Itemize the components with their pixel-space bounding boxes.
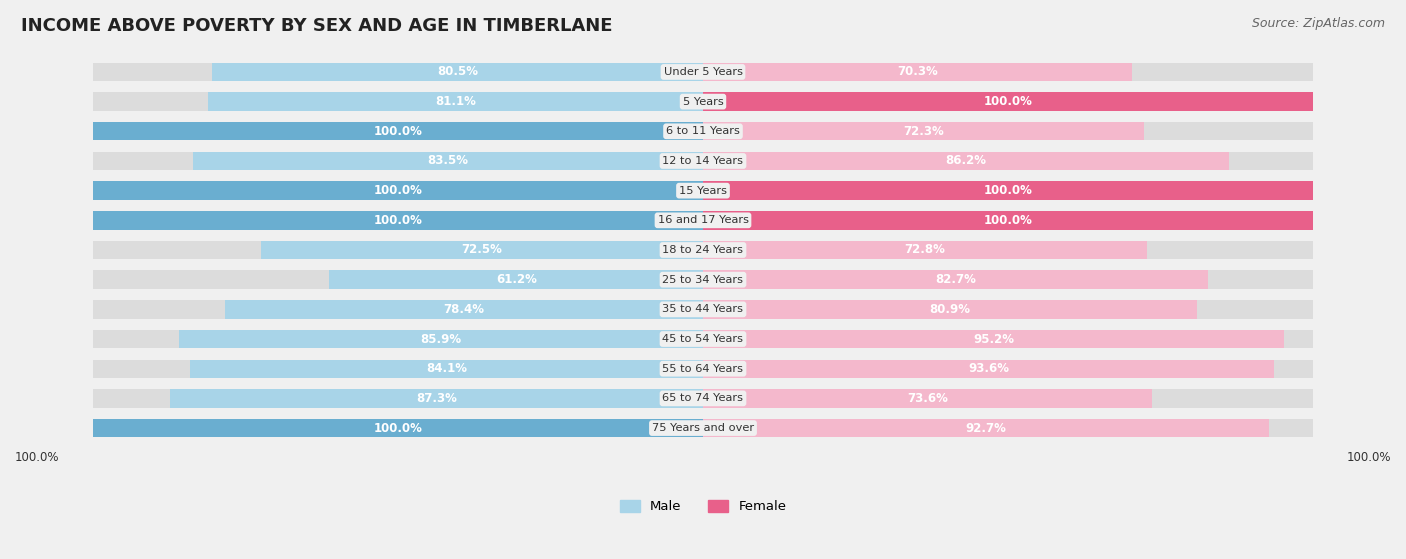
Bar xyxy=(703,271,1208,289)
Text: 15 Years: 15 Years xyxy=(679,186,727,196)
Bar xyxy=(703,63,1313,81)
Text: 100.0%: 100.0% xyxy=(15,451,59,464)
Bar xyxy=(329,271,703,289)
Text: 72.3%: 72.3% xyxy=(903,125,943,138)
Bar xyxy=(703,92,1313,111)
Text: 93.6%: 93.6% xyxy=(969,362,1010,375)
Text: INCOME ABOVE POVERTY BY SEX AND AGE IN TIMBERLANE: INCOME ABOVE POVERTY BY SEX AND AGE IN T… xyxy=(21,17,613,35)
Bar xyxy=(179,330,703,348)
Bar xyxy=(703,211,1313,230)
Bar xyxy=(260,241,703,259)
Text: 100.0%: 100.0% xyxy=(374,184,422,197)
Text: 85.9%: 85.9% xyxy=(420,333,461,345)
Bar xyxy=(703,122,1144,140)
Text: 72.8%: 72.8% xyxy=(904,244,946,257)
Bar xyxy=(703,271,1313,289)
Bar xyxy=(703,330,1284,348)
Bar xyxy=(208,92,703,111)
Text: 12 to 14 Years: 12 to 14 Years xyxy=(662,156,744,166)
Text: 80.5%: 80.5% xyxy=(437,65,478,78)
Bar xyxy=(703,359,1313,378)
Text: 25 to 34 Years: 25 to 34 Years xyxy=(662,274,744,285)
Text: 55 to 64 Years: 55 to 64 Years xyxy=(662,364,744,374)
Bar xyxy=(703,330,1313,348)
Text: 100.0%: 100.0% xyxy=(374,421,422,434)
Text: 100.0%: 100.0% xyxy=(374,214,422,227)
Bar xyxy=(93,211,703,230)
Text: 95.2%: 95.2% xyxy=(973,333,1014,345)
Text: Source: ZipAtlas.com: Source: ZipAtlas.com xyxy=(1251,17,1385,30)
Bar xyxy=(93,92,703,111)
Bar xyxy=(703,300,1313,319)
Bar xyxy=(703,92,1313,111)
Text: 100.0%: 100.0% xyxy=(984,214,1032,227)
Text: 72.5%: 72.5% xyxy=(461,244,502,257)
Bar xyxy=(212,63,703,81)
Bar xyxy=(190,359,703,378)
Bar xyxy=(703,241,1147,259)
Bar xyxy=(93,419,703,437)
Bar xyxy=(703,63,1132,81)
Bar xyxy=(703,151,1313,170)
Text: 6 to 11 Years: 6 to 11 Years xyxy=(666,126,740,136)
Bar xyxy=(703,419,1313,437)
Text: 100.0%: 100.0% xyxy=(1347,451,1391,464)
Text: 100.0%: 100.0% xyxy=(374,125,422,138)
Bar xyxy=(93,63,703,81)
Bar xyxy=(93,389,703,408)
Bar xyxy=(93,182,703,200)
Bar xyxy=(93,241,703,259)
Text: 83.5%: 83.5% xyxy=(427,154,468,168)
Bar xyxy=(93,359,703,378)
Text: 81.1%: 81.1% xyxy=(434,95,477,108)
Bar xyxy=(703,389,1313,408)
Text: 5 Years: 5 Years xyxy=(683,97,723,107)
Text: 18 to 24 Years: 18 to 24 Years xyxy=(662,245,744,255)
Bar xyxy=(93,300,703,319)
Bar xyxy=(703,122,1313,140)
Bar xyxy=(93,122,703,140)
Text: 65 to 74 Years: 65 to 74 Years xyxy=(662,394,744,404)
Bar xyxy=(703,211,1313,230)
Text: 100.0%: 100.0% xyxy=(984,95,1032,108)
Text: 73.6%: 73.6% xyxy=(907,392,948,405)
Bar xyxy=(93,182,703,200)
Bar xyxy=(703,182,1313,200)
Bar xyxy=(703,241,1313,259)
Bar xyxy=(93,330,703,348)
Bar xyxy=(703,419,1268,437)
Text: 45 to 54 Years: 45 to 54 Years xyxy=(662,334,744,344)
Bar xyxy=(225,300,703,319)
Bar xyxy=(194,151,703,170)
Bar xyxy=(703,389,1152,408)
Text: 100.0%: 100.0% xyxy=(984,184,1032,197)
Text: 86.2%: 86.2% xyxy=(946,154,987,168)
Bar xyxy=(703,151,1229,170)
Text: 35 to 44 Years: 35 to 44 Years xyxy=(662,304,744,314)
Text: 87.3%: 87.3% xyxy=(416,392,457,405)
Bar xyxy=(93,151,703,170)
Text: 61.2%: 61.2% xyxy=(496,273,537,286)
Text: 92.7%: 92.7% xyxy=(966,421,1007,434)
Bar xyxy=(703,359,1274,378)
Bar xyxy=(93,122,703,140)
Text: 75 Years and over: 75 Years and over xyxy=(652,423,754,433)
Text: 78.4%: 78.4% xyxy=(443,303,484,316)
Bar xyxy=(170,389,703,408)
Text: 16 and 17 Years: 16 and 17 Years xyxy=(658,215,748,225)
Bar xyxy=(93,211,703,230)
Bar xyxy=(703,182,1313,200)
Bar xyxy=(93,419,703,437)
Bar xyxy=(703,300,1197,319)
Text: 84.1%: 84.1% xyxy=(426,362,467,375)
Text: 80.9%: 80.9% xyxy=(929,303,970,316)
Text: 70.3%: 70.3% xyxy=(897,65,938,78)
Text: Under 5 Years: Under 5 Years xyxy=(664,67,742,77)
Bar xyxy=(93,271,703,289)
Text: 82.7%: 82.7% xyxy=(935,273,976,286)
Legend: Male, Female: Male, Female xyxy=(614,495,792,519)
